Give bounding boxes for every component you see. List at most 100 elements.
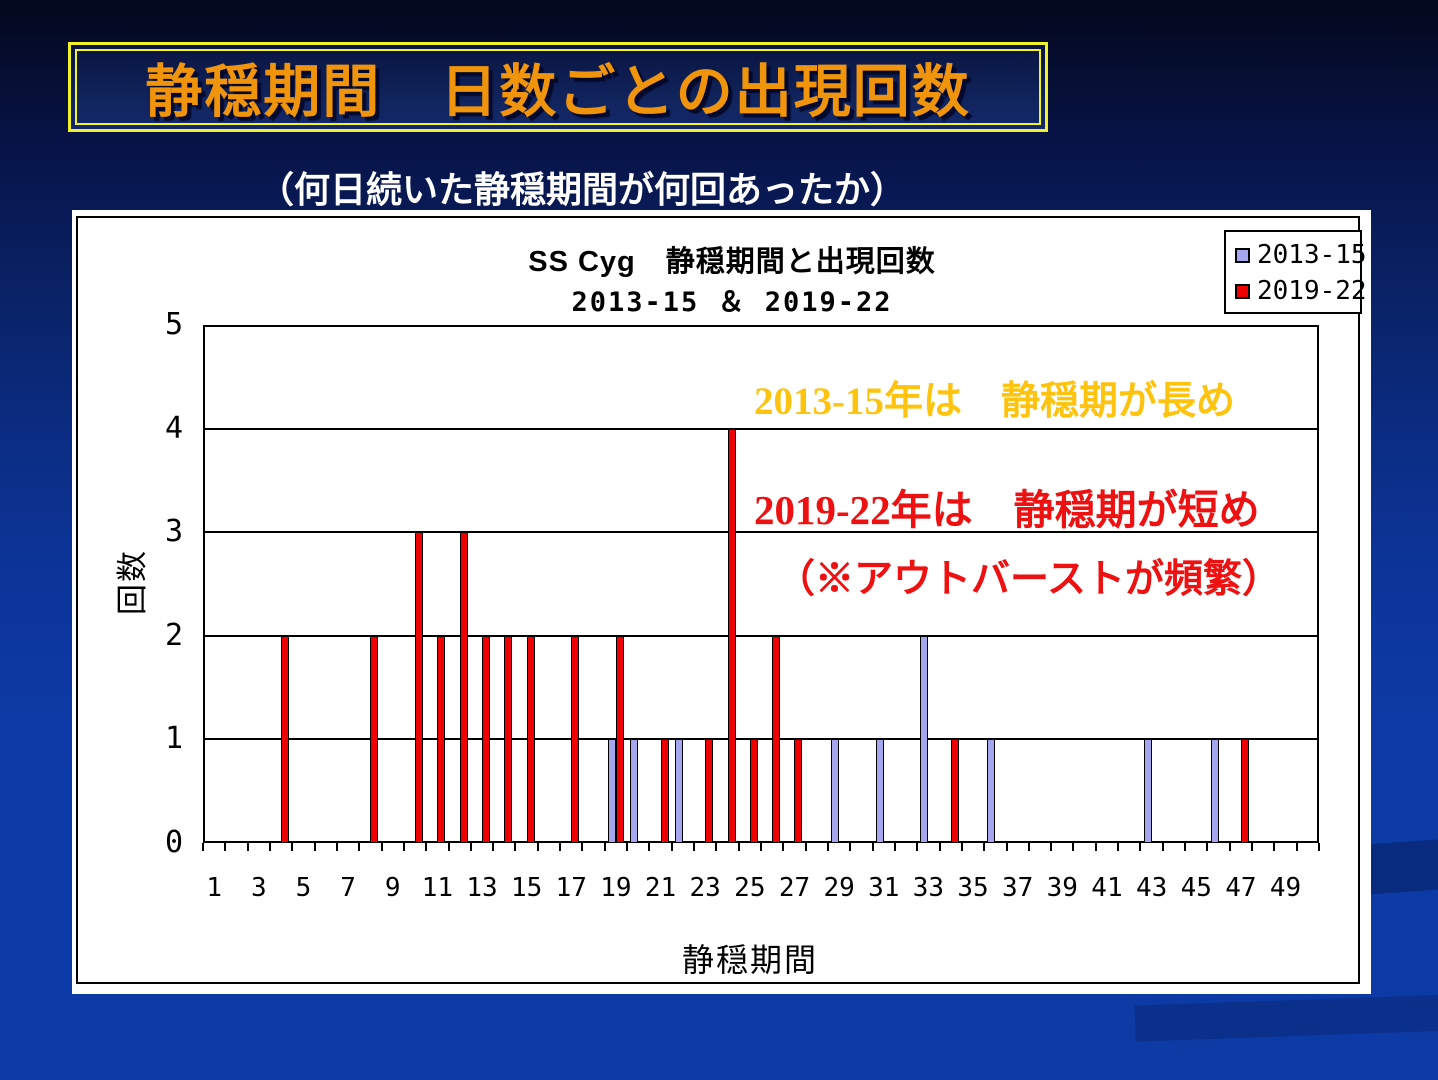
x-tick (559, 843, 562, 851)
x-tick-label-45: 45 (1180, 873, 1212, 903)
legend: 2013-15 2019-22 (1224, 230, 1367, 314)
x-tick (1139, 843, 1142, 851)
x-tick (670, 843, 673, 851)
bar-2019-22-day-8 (370, 635, 379, 843)
x-tick-label-41: 41 (1091, 873, 1123, 903)
x-tick (626, 843, 629, 851)
plot-frame (203, 325, 1319, 843)
y-tick-label-4: 4 (164, 410, 183, 446)
page-title: 静穏期間 日数ごとの出現回数 (145, 60, 971, 124)
x-tick (202, 843, 204, 851)
x-tick (1228, 843, 1231, 851)
x-tick-label-35: 35 (957, 873, 989, 903)
y-axis-title: 回数 (115, 549, 150, 615)
bar-2013-15-day-33 (920, 635, 929, 843)
bar-2019-22-day-27 (794, 739, 803, 843)
bar-2019-22-day-23 (705, 739, 714, 843)
background-accent-band-lower (1134, 994, 1438, 1042)
bar-2019-22-day-14 (504, 635, 513, 843)
plot-area: 1 3 5 7 9 11 13 15 17 19 21 23 25 27 29 31 33 35 37 39 41 43 4… (72, 210, 1371, 994)
x-tick (715, 843, 718, 851)
x-tick (492, 843, 495, 851)
x-tick (358, 843, 361, 851)
x-tick (893, 843, 896, 851)
bar-2019-22-day-17 (571, 635, 580, 843)
x-tick-label-27: 27 (778, 873, 811, 903)
title-inner-border: 静穏期間 日数ごとの出現回数 (75, 49, 1041, 125)
annotation-outburst-frequent: （※アウトバーストが頻繁） (776, 558, 1282, 601)
x-tick-label-19: 19 (600, 873, 632, 903)
x-tick-label-1: 1 (206, 873, 222, 903)
x-tick (469, 843, 472, 851)
x-tick (1005, 843, 1008, 851)
x-tick (1318, 843, 1320, 851)
x-tick (603, 843, 606, 851)
x-tick (1161, 843, 1164, 851)
bar-2013-15-day-20 (630, 739, 639, 843)
x-tick (826, 843, 829, 851)
bar-2013-15-day-22 (674, 739, 683, 843)
x-tick-label-11: 11 (421, 873, 454, 903)
x-tick (1094, 843, 1097, 851)
x-tick (737, 843, 740, 851)
x-tick-label-25: 25 (734, 873, 766, 903)
x-tick (224, 843, 227, 851)
x-tick (1050, 843, 1053, 851)
gridline-y-2 (203, 634, 1319, 637)
legend-item-2019-22: 2019-22 (1226, 273, 1367, 309)
legend-item-2013-15: 2013-15 (1226, 237, 1367, 273)
x-tick-label-39: 39 (1046, 873, 1078, 903)
legend-label-2019-22: 2019-22 (1257, 276, 1367, 306)
y-tick-label-3: 3 (164, 514, 183, 550)
x-tick-label-29: 29 (823, 873, 855, 903)
x-tick (1251, 843, 1254, 851)
y-tick-label-5: 5 (164, 307, 183, 342)
x-tick-label-13: 13 (466, 873, 498, 903)
x-tick (313, 843, 316, 851)
x-tick (960, 843, 963, 851)
chart-panel: SS Cyg 静穏期間と出現回数 2013-15 ＆ 2019-22 2013-… (72, 210, 1371, 994)
x-tick (782, 843, 785, 851)
x-tick (871, 843, 874, 851)
x-tick-label-47: 47 (1225, 873, 1257, 903)
x-tick (268, 843, 271, 851)
x-tick (983, 843, 986, 851)
x-tick-label-33: 33 (912, 873, 945, 903)
y-tick-label-1: 1 (164, 721, 183, 757)
legend-swatch-2019-22-icon (1235, 283, 1250, 299)
x-tick (1184, 843, 1187, 851)
x-tick (1072, 843, 1075, 851)
gridline-y-1 (203, 738, 1319, 741)
x-tick (536, 843, 539, 851)
annotation-2019-22-shorter: 2019-22年は 静穏期が短め (754, 487, 1260, 533)
bar-2019-22-day-19 (615, 635, 624, 843)
x-tick (648, 843, 651, 851)
x-tick (693, 843, 696, 851)
y-tick-label-0: 0 (164, 825, 183, 860)
x-tick-label-17: 17 (555, 873, 587, 903)
bar-2019-22-day-47 (1240, 739, 1249, 843)
bar-2019-22-day-25 (749, 739, 758, 843)
bar-2013-15-day-46 (1210, 739, 1219, 843)
x-tick (1206, 843, 1209, 851)
x-tick (447, 843, 450, 851)
x-axis-title: 静穏期間 (681, 942, 818, 978)
x-tick-label-21: 21 (644, 873, 677, 903)
x-tick (1117, 843, 1120, 851)
bar-2019-22-day-13 (482, 635, 490, 843)
x-tick (760, 843, 762, 851)
x-tick-label-5: 5 (295, 873, 312, 903)
x-tick (581, 843, 584, 851)
bar-2019-22-day-21 (660, 739, 669, 843)
bar-2013-15-day-31 (875, 739, 884, 843)
x-tick (425, 843, 428, 851)
annotation-2013-15-longer: 2013-15年は 静穏期が長め (754, 380, 1235, 423)
x-tick (849, 843, 852, 851)
x-tick (514, 843, 517, 851)
bar-2019-22-day-15 (526, 635, 535, 843)
x-tick-label-3: 3 (250, 873, 267, 903)
x-tick (246, 843, 249, 851)
x-tick-label-7: 7 (340, 873, 356, 903)
bar-2019-22-day-26 (772, 635, 781, 843)
x-tick (938, 843, 941, 851)
